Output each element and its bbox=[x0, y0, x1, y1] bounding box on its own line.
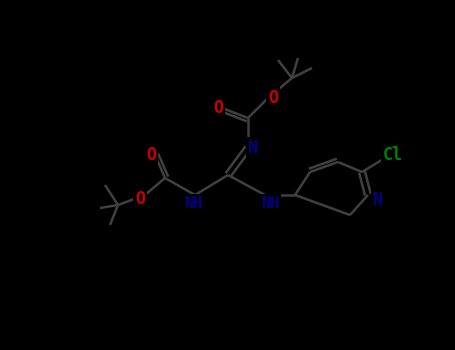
Text: NH: NH bbox=[184, 196, 202, 210]
Text: NH: NH bbox=[261, 196, 279, 210]
Text: O: O bbox=[146, 146, 156, 164]
Text: O: O bbox=[213, 99, 223, 117]
Text: N: N bbox=[248, 139, 258, 157]
Text: Cl: Cl bbox=[383, 146, 403, 164]
Text: O: O bbox=[268, 89, 278, 107]
Text: N: N bbox=[373, 191, 383, 209]
Text: O: O bbox=[135, 190, 145, 208]
